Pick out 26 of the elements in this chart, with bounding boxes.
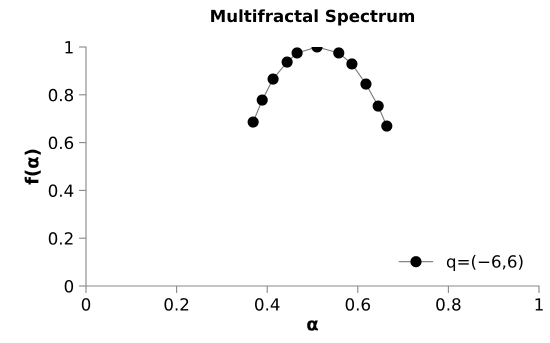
- x-tick-label: 0: [82, 298, 90, 311]
- point: [333, 47, 344, 59]
- point: [268, 73, 279, 85]
- point: [256, 94, 268, 106]
- x-tick-label: 0.2: [164, 298, 188, 311]
- y-tick-label: 0: [64, 280, 74, 293]
- y-axis-title: f(α): [24, 150, 41, 185]
- point: [282, 56, 293, 68]
- y-tick-label: 0.6: [48, 136, 74, 150]
- point: [360, 78, 372, 90]
- x-tick-label: 0.6: [346, 298, 370, 311]
- x-axis-title: α: [307, 320, 318, 331]
- point: [248, 116, 259, 128]
- y-tick-label: 1: [65, 41, 73, 54]
- y-tick-label: 0.8: [48, 88, 74, 102]
- x-tick-label: 1: [536, 298, 543, 310]
- y-tick-label: 0.4: [48, 184, 74, 197]
- point: [346, 58, 358, 70]
- point: [381, 120, 392, 132]
- legend-label: q=(−6,6): [446, 254, 523, 271]
- chart-title: Multifractal Spectrum: [211, 9, 414, 26]
- x-tick-label: 0.4: [255, 298, 280, 311]
- x-tick-label: 0.8: [436, 298, 461, 311]
- point: [292, 47, 303, 59]
- y-tick-label: 0.2: [48, 232, 73, 245]
- point: [372, 100, 384, 112]
